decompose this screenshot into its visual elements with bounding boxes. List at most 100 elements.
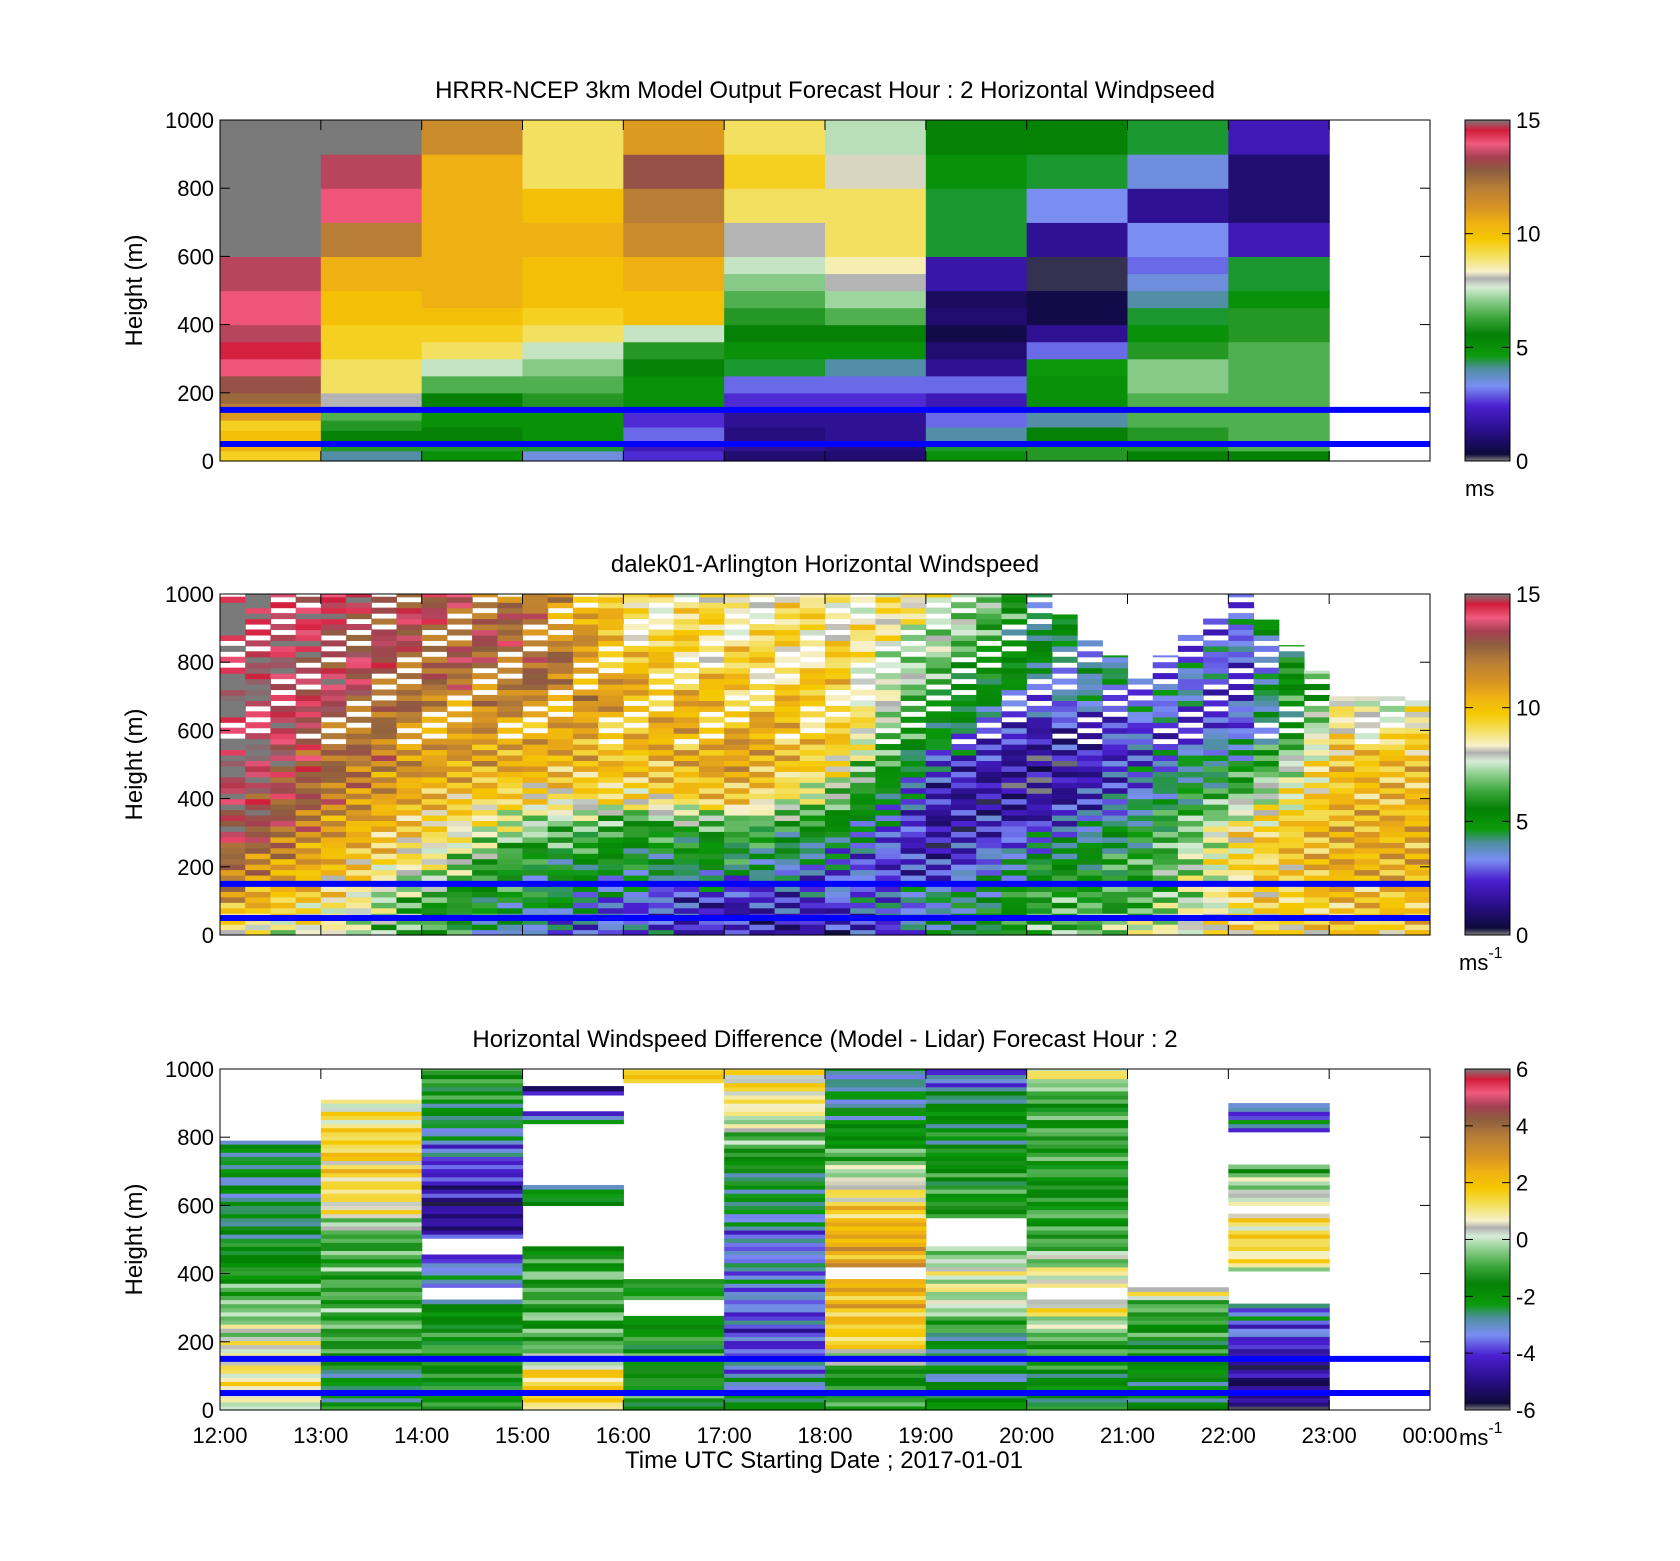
- heatmap-cell: [1026, 869, 1053, 876]
- heatmap-cell: [1026, 1099, 1129, 1104]
- heatmap-cell: [320, 324, 423, 343]
- heatmap-cell: [1026, 1193, 1129, 1198]
- heatmap-cell: [724, 804, 750, 811]
- heatmap-cell: [472, 733, 498, 740]
- heatmap-cell: [220, 820, 246, 827]
- heatmap-cell: [245, 744, 272, 751]
- heatmap-cell: [875, 793, 902, 800]
- heatmap-cell: [1127, 853, 1154, 860]
- heatmap-cell: [623, 1069, 725, 1071]
- heatmap-cell: [1026, 864, 1053, 871]
- heatmap-cell: [825, 684, 851, 691]
- heatmap-cell: [320, 1168, 423, 1174]
- heatmap-cell: [774, 793, 801, 800]
- heatmap-cell: [799, 874, 826, 882]
- heatmap-cell: [976, 798, 1003, 805]
- heatmap-cell: [522, 924, 549, 931]
- heatmap-cell: [295, 634, 322, 641]
- heatmap-cell: [648, 787, 675, 794]
- heatmap-cell: [925, 1144, 1028, 1149]
- heatmap-cell: [598, 809, 624, 816]
- heatmap-cell: [1253, 896, 1280, 903]
- heatmap-cell: [572, 613, 599, 620]
- heatmap-cell: [1077, 858, 1103, 865]
- heatmap-cell: [951, 798, 977, 805]
- heatmap-cell: [446, 798, 473, 805]
- heatmap-cell: [396, 645, 423, 652]
- heatmap-cell: [1228, 787, 1255, 794]
- heatmap-cell: [900, 684, 927, 691]
- heatmap-cell: [572, 733, 599, 740]
- heatmap-cell: [220, 1217, 322, 1223]
- heatmap-cell: [220, 1184, 322, 1190]
- heatmap-cell: [598, 874, 624, 882]
- heatmap-cell: [875, 902, 902, 909]
- heatmap-cell: [472, 749, 498, 756]
- heatmap-cell: [346, 907, 372, 914]
- heatmap-cell: [270, 749, 297, 756]
- heatmap-cell: [270, 847, 297, 854]
- heatmap-cell: [724, 842, 750, 849]
- heatmap-cell: [1228, 814, 1255, 822]
- heatmap-cell: [850, 924, 877, 931]
- heatmap-cell: [320, 629, 347, 636]
- heatmap-cell: [522, 874, 549, 882]
- heatmap-cell: [598, 771, 624, 778]
- heatmap-cell: [522, 754, 549, 762]
- heatmap-cell: [648, 727, 675, 734]
- heatmap-cell: [396, 874, 423, 882]
- heatmap-cell: [1379, 771, 1406, 778]
- heatmap-cell: [900, 896, 927, 903]
- heatmap-cell: [220, 1152, 322, 1157]
- heatmap-cell: [220, 864, 246, 871]
- heatmap-cell: [1203, 678, 1229, 685]
- heatmap-cell: [951, 618, 977, 625]
- heatmap-cell: [1001, 836, 1028, 843]
- heatmap-cell: [951, 722, 977, 729]
- heatmap-cell: [673, 662, 700, 669]
- heatmap-cell: [421, 1262, 524, 1268]
- heatmap-cell: [1051, 727, 1078, 734]
- heatmap-cell: [1228, 426, 1330, 442]
- heatmap-cell: [245, 700, 272, 707]
- heatmap-cell: [446, 689, 473, 696]
- heatmap-cell: [1177, 836, 1204, 843]
- heatmap-cell: [320, 831, 347, 838]
- heatmap-cell: [295, 754, 322, 762]
- heatmap-cell: [623, 836, 650, 843]
- heatmap-cell: [1203, 918, 1229, 925]
- heatmap-cell: [320, 1258, 423, 1264]
- heatmap-cell: [472, 847, 498, 854]
- heatmap-cell: [320, 858, 347, 865]
- heatmap-cell: [1127, 1381, 1229, 1387]
- heatmap-cell: [346, 624, 372, 631]
- heatmap-cell: [1127, 426, 1229, 442]
- heatmap-cell: [547, 885, 574, 892]
- heatmap-cell: [220, 831, 246, 838]
- heatmap-cell: [396, 902, 423, 909]
- heatmap-cell: [522, 1197, 624, 1202]
- heatmap-cell: [1026, 307, 1129, 326]
- heatmap-cell: [825, 760, 851, 767]
- heatmap-cell: [472, 716, 498, 723]
- heatmap-cell: [1177, 853, 1204, 860]
- heatmap-cell: [1177, 924, 1204, 931]
- heatmap-cell: [1379, 814, 1406, 822]
- heatmap-cell: [421, 831, 448, 838]
- heatmap-cell: [346, 662, 372, 669]
- heatmap-cell: [421, 705, 448, 712]
- heatmap-cell: [220, 430, 322, 442]
- heatmap-cell: [724, 1115, 826, 1121]
- heatmap-cell: [1102, 787, 1129, 794]
- heatmap-cell: [320, 1340, 423, 1346]
- heatmap-cell: [1001, 662, 1028, 669]
- heatmap-cell: [925, 1152, 1028, 1157]
- heatmap-cell: [900, 842, 927, 849]
- heatmap-cell: [598, 596, 624, 603]
- heatmap-cell: [925, 831, 952, 838]
- heatmap-cell: [1026, 1373, 1129, 1378]
- heatmap-cell: [1228, 804, 1255, 811]
- heatmap-cell: [1026, 842, 1053, 849]
- heatmap-cell: [673, 929, 700, 936]
- heatmap-cell: [1001, 700, 1028, 707]
